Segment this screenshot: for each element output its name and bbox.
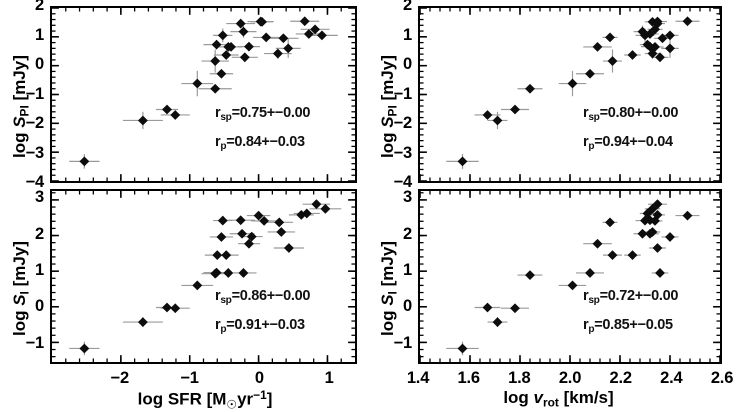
plot-area-top-right xyxy=(420,8,720,181)
plot-area-top-left xyxy=(52,8,355,181)
y-tick-label: −4 xyxy=(393,173,413,191)
y-tick-label: −1 xyxy=(393,333,413,352)
y-tick-label: −1 xyxy=(25,84,45,103)
y-axis-title-bottom-left: log SI [mJy] xyxy=(10,241,32,336)
y-tick-label: 0 xyxy=(35,297,44,316)
y-tick-label: 1 xyxy=(35,25,44,44)
x-tick-label: 1.4 xyxy=(406,369,430,387)
stats-spearman-bottom-left: rsp=0.86+−0.00 xyxy=(215,288,311,307)
x-tick-label: 1.8 xyxy=(508,369,531,387)
y-tick-label: 0 xyxy=(403,55,412,73)
y-axis-title-bottom-right: log SI [mJy] xyxy=(378,241,400,336)
plot-area-bottom-left xyxy=(52,191,355,362)
x-tick-label: 2.0 xyxy=(558,369,582,387)
y-tick-label: 2 xyxy=(403,0,412,14)
stats-spearman-bottom-right: rsp=0.72+−0.00 xyxy=(583,288,679,307)
panel-bottom-right xyxy=(418,189,722,364)
x-axis-title-bottom-left: log SFR [M☉yr−1] xyxy=(137,388,273,412)
y-tick-label: 0 xyxy=(35,55,44,73)
stats-pearson-bottom-right: rp=0.85+−0.05 xyxy=(583,317,673,336)
y-tick-label: −2 xyxy=(25,114,45,132)
y-tick-label: −1 xyxy=(25,333,45,352)
y-tick-label: 3 xyxy=(35,188,44,207)
stats-pearson-top-right: rp=0.94+−0.04 xyxy=(583,134,673,153)
plot-area-bottom-right xyxy=(420,191,720,362)
stats-pearson-bottom-left: rp=0.91+−0.03 xyxy=(215,317,305,336)
y-tick-label: 1 xyxy=(403,25,412,44)
y-tick-label: −3 xyxy=(25,143,45,162)
stats-pearson-top-left: rp=0.84+−0.03 xyxy=(215,134,305,153)
x-tick-label: 1 xyxy=(324,369,334,387)
x-tick-label: −1 xyxy=(180,369,199,387)
y-tick-label: −4 xyxy=(25,173,45,191)
stats-spearman-top-left: rsp=0.75+−0.00 xyxy=(215,105,311,124)
y-tick-label: 1 xyxy=(403,261,412,280)
x-tick-label: 2.6 xyxy=(710,369,734,387)
y-tick-label: −3 xyxy=(393,143,413,162)
y-tick-label: 1 xyxy=(35,261,44,280)
panel-top-right xyxy=(418,6,722,183)
x-tick-label: 1.6 xyxy=(457,369,480,387)
x-tick-label: −2 xyxy=(110,369,130,387)
stats-spearman-top-right: rsp=0.80+−0.00 xyxy=(583,105,679,124)
y-tick-label: 2 xyxy=(35,0,44,14)
panel-bottom-left xyxy=(50,189,357,364)
panel-top-left xyxy=(50,6,357,183)
x-axis-title-bottom-right: log vrot [km/s] xyxy=(503,388,614,410)
x-tick-label: 2.2 xyxy=(609,369,632,387)
x-tick-label: 2.4 xyxy=(660,369,683,387)
y-tick-label: 3 xyxy=(403,188,412,207)
y-tick-label: −1 xyxy=(393,84,413,103)
y-tick-label: 2 xyxy=(35,224,44,243)
y-tick-label: 2 xyxy=(403,224,412,243)
y-tick-label: 0 xyxy=(403,297,412,316)
x-tick-label: 0 xyxy=(254,369,264,387)
y-tick-label: −2 xyxy=(393,114,413,132)
